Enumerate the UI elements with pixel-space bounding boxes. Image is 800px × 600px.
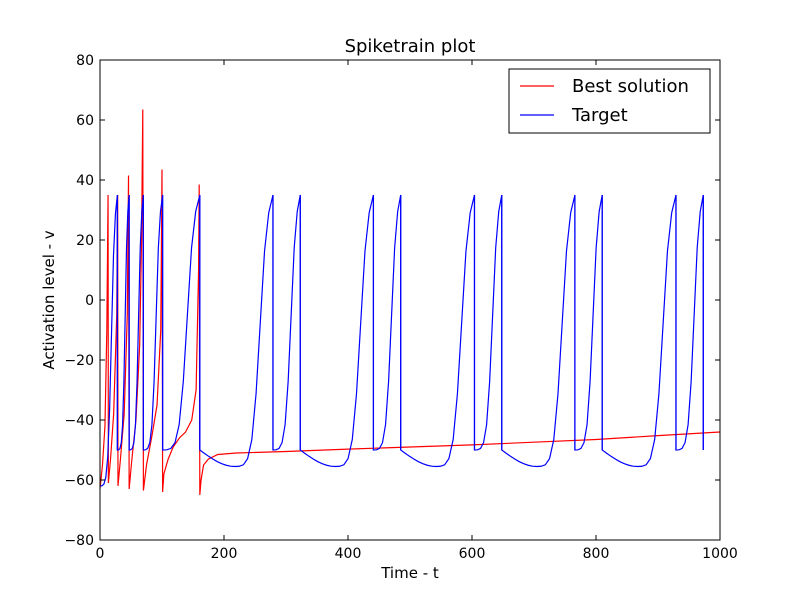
y-tick-label: −40	[64, 413, 94, 429]
chart-title: Spiketrain plot	[345, 36, 476, 57]
legend: Best solution Target	[508, 68, 711, 134]
plot-series-layer	[100, 109, 720, 496]
legend-label-target: Target	[571, 105, 628, 126]
y-axis-label: Activation level - v	[40, 230, 58, 369]
y-tick-label: −20	[64, 353, 94, 369]
axes-layer: 0 200 400 600 800 1000 −80 −60 −40 −20 0 20 40 60 80	[64, 53, 737, 562]
y-tick-label: 80	[76, 53, 94, 69]
y-tick-label: 0	[85, 293, 94, 309]
x-tick-label: 800	[583, 546, 610, 562]
x-tick-label: 0	[96, 546, 105, 562]
legend-label-best-solution: Best solution	[572, 76, 689, 97]
x-tick-label: 200	[211, 546, 238, 562]
y-tick-label: 60	[76, 113, 94, 129]
y-tick-label: 40	[76, 173, 94, 189]
y-tick-label: −80	[64, 533, 94, 549]
x-tick-label: 1000	[702, 546, 738, 562]
y-tick-label: −60	[64, 473, 94, 489]
x-axis-label: Time - t	[380, 564, 439, 582]
series-line-target	[100, 194, 704, 487]
x-tick-label: 400	[335, 546, 362, 562]
legend-box	[508, 68, 711, 134]
y-tick-label: 20	[76, 233, 94, 249]
x-tick-label: 600	[459, 546, 486, 562]
series-line-best-solution	[100, 109, 720, 496]
